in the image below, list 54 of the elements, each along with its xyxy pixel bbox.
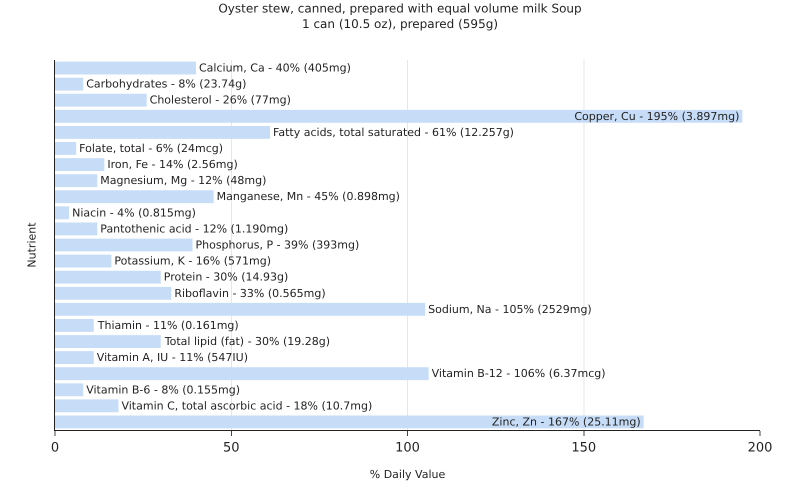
- category-label: Riboflavin - 33% (0.565mg): [174, 286, 326, 300]
- bar: [55, 302, 426, 316]
- category-label: Total lipid (fat) - 30% (19.28g): [164, 335, 330, 348]
- category-label: Calcium, Ca - 40% (405mg): [199, 62, 351, 75]
- x-tick-label: 100: [395, 440, 420, 456]
- category-label: Protein - 30% (14.93g): [164, 270, 288, 284]
- category-label: Copper, Cu - 195% (3.897mg): [574, 110, 740, 123]
- bar: [55, 158, 104, 171]
- bar: [55, 238, 192, 252]
- x-tick-label: 0: [50, 440, 60, 456]
- bar: [55, 94, 147, 107]
- bar: [55, 206, 70, 220]
- category-label: Thiamin - 11% (0.161mg): [98, 318, 239, 332]
- chart-title: Oyster stew, canned, prepared with equal volume milk Soup 1 can (10.5 oz), prepared (595g): [218, 2, 582, 32]
- category-label: Iron, Fe - 14% (2.56mg): [107, 158, 238, 172]
- bar: [55, 190, 214, 204]
- category-label: Manganese, Mn - 45% (0.898mg): [216, 190, 400, 204]
- category-label: Vitamin B-12 - 106% (6.37mcg): [432, 367, 606, 380]
- category-label: Carbohydrates - 8% (23.74g): [86, 78, 246, 91]
- bar: [55, 335, 161, 348]
- bar: [55, 126, 270, 139]
- bar: [55, 142, 76, 155]
- category-label: Cholesterol - 26% (77mg): [150, 94, 291, 107]
- bar: [55, 416, 644, 428]
- x-axis-title: % Daily Value: [370, 468, 446, 481]
- bar: [55, 222, 98, 236]
- bar: [55, 110, 742, 123]
- category-label: Phosphorus, P - 39% (393mg): [195, 238, 360, 252]
- bar: [55, 319, 94, 332]
- bar: [55, 78, 84, 91]
- bar: [55, 399, 118, 412]
- bar: [55, 367, 429, 380]
- category-label: Niacin - 4% (0.815mg): [72, 206, 196, 220]
- category-label: Vitamin C, total ascorbic acid - 18% (10.7mg): [121, 399, 372, 412]
- category-label: Folate, total - 6% (24mcg): [79, 142, 224, 155]
- y-axis-title: Nutrient: [26, 222, 39, 268]
- bar: [55, 62, 196, 74]
- category-label: Magnesium, Mg - 12% (48mg): [100, 174, 266, 188]
- category-label: Pantothenic acid - 12% (1.190mg): [100, 222, 288, 236]
- bar: [55, 254, 112, 268]
- category-label: Vitamin A, IU - 11% (547IU): [96, 351, 248, 364]
- category-label: Zinc, Zn - 167% (25.11mg): [492, 415, 641, 428]
- category-label: Vitamin B-6 - 8% (0.155mg): [86, 383, 240, 396]
- bar: [55, 383, 84, 396]
- category-label: Fatty acids, total saturated - 61% (12.257g): [273, 126, 514, 139]
- category-label: Potassium, K - 16% (571mg): [114, 254, 272, 268]
- bar: [55, 174, 98, 188]
- bar: [55, 286, 172, 300]
- bar: [55, 270, 161, 284]
- x-tick-label: 50: [222, 440, 240, 456]
- bar: [55, 351, 94, 364]
- x-tick-label: 150: [571, 440, 596, 456]
- category-label: Sodium, Na - 105% (2529mg): [428, 302, 592, 316]
- x-tick-label: 200: [748, 440, 772, 456]
